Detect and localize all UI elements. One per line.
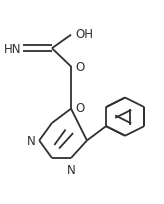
- Text: N: N: [67, 163, 75, 176]
- Text: O: O: [75, 102, 84, 115]
- Text: N: N: [27, 134, 35, 147]
- Text: O: O: [75, 61, 84, 74]
- Text: OH: OH: [75, 28, 93, 41]
- Text: HN: HN: [4, 42, 22, 55]
